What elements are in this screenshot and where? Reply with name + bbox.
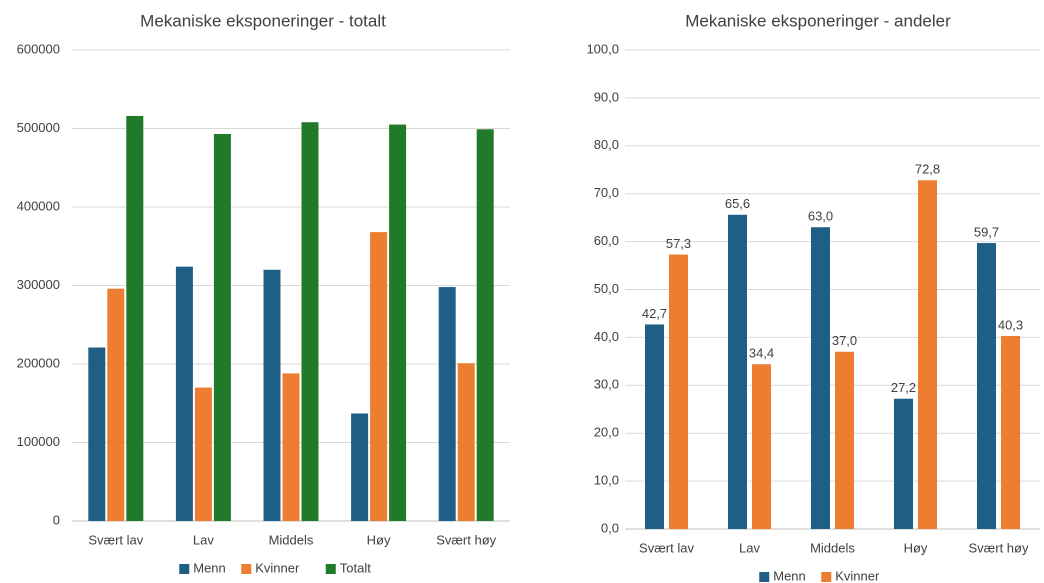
bar [194,387,212,521]
bar [88,347,106,521]
data-label: 57,3 [666,236,691,251]
bar [835,351,854,529]
x-tick-label: Lav [739,540,760,555]
data-label: 37,0 [832,333,857,348]
legend-label: Menn [193,560,226,575]
bar [752,364,771,529]
legend-marker [325,564,336,574]
data-label: 72,8 [915,162,940,177]
x-tick-label: Lav [193,532,214,547]
y-tick-label: 70,0 [594,185,619,200]
y-tick-label: 50,0 [594,281,619,296]
data-label: 59,7 [974,224,999,239]
y-tick-label: 80,0 [594,137,619,152]
y-tick-label: 100,0 [586,41,619,56]
bar [282,373,300,521]
legend-marker [179,564,190,574]
legend-label: Kvinner [255,560,300,575]
bar [301,122,319,521]
y-tick-label: 40,0 [594,329,619,344]
bar [126,115,144,521]
x-tick-label: Svært lav [639,540,694,555]
x-tick-label: Middels [269,532,314,547]
bar [175,266,193,521]
y-tick-label: 0 [53,512,60,527]
y-tick-label: 400000 [17,198,60,213]
bar [1001,335,1020,529]
legend-marker [821,572,832,582]
data-label: 65,6 [725,196,750,211]
y-tick-label: 10,0 [594,473,619,488]
bar [370,232,388,521]
y-tick-label: 0,0 [601,520,619,535]
x-tick-label: Middels [810,540,855,555]
bar [263,269,281,521]
chart-title: Mekaniske eksponeringer - totalt [140,11,386,30]
bar [894,398,913,529]
bar [389,124,407,521]
y-tick-label: 200000 [17,355,60,370]
y-tick-label: 100000 [17,434,60,449]
legend-label: Kvinner [835,568,880,583]
x-tick-label: Høy [904,540,928,555]
legend-marker [759,572,770,582]
bar [728,214,747,529]
data-label: 34,4 [749,346,774,361]
legend-label: Totalt [340,560,371,575]
bar [213,133,231,521]
y-tick-label: 600000 [17,41,60,56]
bar [438,287,456,521]
x-tick-label: Svært høy [969,540,1029,555]
bar [918,180,937,529]
x-tick-label: Svært lav [88,532,143,547]
x-tick-label: Svært høy [436,532,496,547]
legend-label: Menn [773,568,806,583]
data-label: 42,7 [642,306,667,321]
bar [977,243,996,530]
bar [457,363,475,521]
data-label: 40,3 [998,317,1023,332]
bar [669,254,688,529]
x-tick-label: Høy [367,532,391,547]
data-label: 27,2 [891,380,916,395]
bar [351,413,369,521]
chart-title: Mekaniske eksponeringer - andeler [685,11,951,30]
y-tick-label: 20,0 [594,425,619,440]
y-tick-label: 90,0 [594,89,619,104]
bar [811,227,830,530]
y-tick-label: 60,0 [594,233,619,248]
y-tick-label: 300000 [17,277,60,292]
legend-marker [241,564,252,574]
bar [107,288,125,521]
data-label: 63,0 [808,209,833,224]
y-tick-label: 500000 [17,120,60,135]
bar [645,324,664,529]
bar [476,129,494,521]
y-tick-label: 30,0 [594,377,619,392]
